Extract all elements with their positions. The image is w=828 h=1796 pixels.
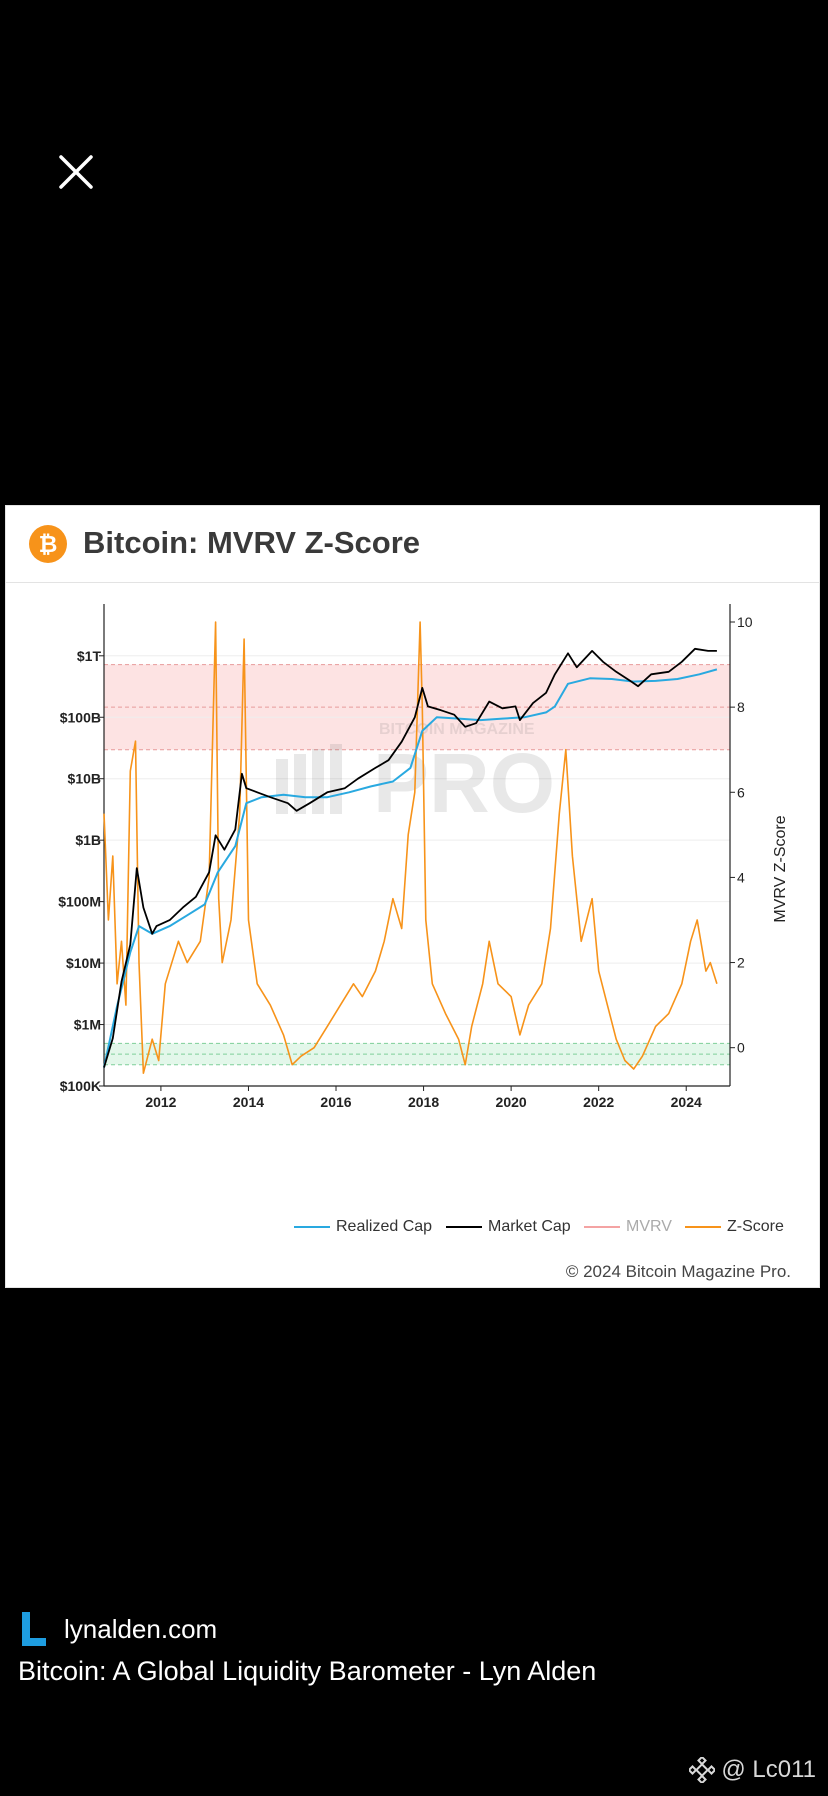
x-tick-label: 2016: [320, 1094, 351, 1110]
band-undervalued: [104, 1043, 730, 1065]
series-line-realized-cap: [103, 668, 718, 1068]
legend-item-market-cap[interactable]: Market Cap: [446, 1218, 571, 1236]
legend-swatch: [685, 1226, 721, 1228]
watermark-logo-bar: [330, 744, 342, 814]
x-tick-label: 2022: [583, 1094, 614, 1110]
y-left-tick-label: $100B: [60, 709, 101, 725]
watermark-main-text: PRO: [373, 736, 555, 830]
source-domain: lynalden.com: [64, 1613, 218, 1644]
y-right-tick-label: 4: [737, 869, 745, 885]
watermark-logo-bar: [312, 749, 324, 814]
source-link[interactable]: lynalden.com: [20, 1612, 217, 1646]
legend-item-mvrv[interactable]: MVRV: [584, 1218, 672, 1236]
y-right-tick-label: 8: [737, 699, 745, 715]
mvrv-zscore-chart: BITCOIN MAGAZINE PRO $100K $1M $10M $100M $1…: [58, 604, 789, 1110]
legend-item-zscore[interactable]: Z-Score: [685, 1218, 784, 1236]
bitcoin-logo-icon: ₿: [29, 525, 67, 563]
svg-text:₿: ₿: [39, 532, 58, 557]
legend-item-realized-cap[interactable]: Realized Cap: [294, 1218, 432, 1236]
y-left-tick-label: $1T: [77, 648, 102, 664]
right-axis-label: MVRV Z-Score: [772, 815, 789, 922]
legend-label: MVRV: [626, 1218, 672, 1235]
lyn-alden-logo-icon: [20, 1612, 48, 1646]
y-left-tick-label: $100M: [58, 894, 101, 910]
close-button[interactable]: [54, 150, 98, 194]
x-tick-label: 2014: [233, 1094, 264, 1110]
legend-swatch: [446, 1226, 482, 1228]
watermark-top-text: BITCOIN MAGAZINE: [379, 721, 535, 738]
y-right-tick-label: 2: [737, 955, 745, 971]
y-left-tick-label: $100K: [60, 1078, 101, 1094]
y-right-tick-label: 6: [737, 784, 745, 800]
legend-label: Realized Cap: [336, 1218, 433, 1235]
article-title[interactable]: Bitcoin: A Global Liquidity Barometer - …: [18, 1656, 597, 1686]
footer-watermark: @ Lc011: [689, 1756, 816, 1784]
legend-label: Market Cap: [488, 1218, 571, 1235]
copyright-text: © 2024 Bitcoin Magazine Pro.: [565, 1262, 791, 1281]
legend-swatch: [294, 1226, 330, 1228]
y-right-tick-label: 10: [737, 614, 753, 630]
series-line-market-cap: [103, 647, 717, 1068]
y-left-tick-label: $1B: [75, 832, 101, 848]
card-header: ₿ Bitcoin: MVRV Z-Score: [6, 506, 819, 583]
binance-logo-icon: [689, 1757, 716, 1783]
x-tick-label: 2018: [408, 1094, 439, 1110]
y-left-tick-label: $1M: [74, 1017, 101, 1033]
y-left-tick-label: $10M: [66, 955, 101, 971]
x-tick-label: 2020: [496, 1094, 527, 1110]
y-left-tick-label: $10B: [68, 771, 101, 787]
card-title: Bitcoin: MVRV Z-Score: [83, 525, 421, 560]
x-tick-label: 2012: [145, 1094, 176, 1110]
legend-swatch: [584, 1226, 620, 1228]
series-line-z-score: [103, 621, 718, 1075]
chart-card: ₿ Bitcoin: MVRV Z-Score BITCOIN MAGAZINE…: [5, 505, 820, 1288]
watermark-logo-bar: [294, 754, 306, 814]
close-icon: [59, 155, 93, 189]
watermark-logo-bar: [276, 759, 288, 814]
y-right-tick-label: 0: [737, 1040, 745, 1056]
watermark-handle: @ Lc011: [721, 1756, 816, 1783]
x-tick-label: 2024: [671, 1094, 702, 1110]
legend-label: Z-Score: [727, 1218, 784, 1235]
